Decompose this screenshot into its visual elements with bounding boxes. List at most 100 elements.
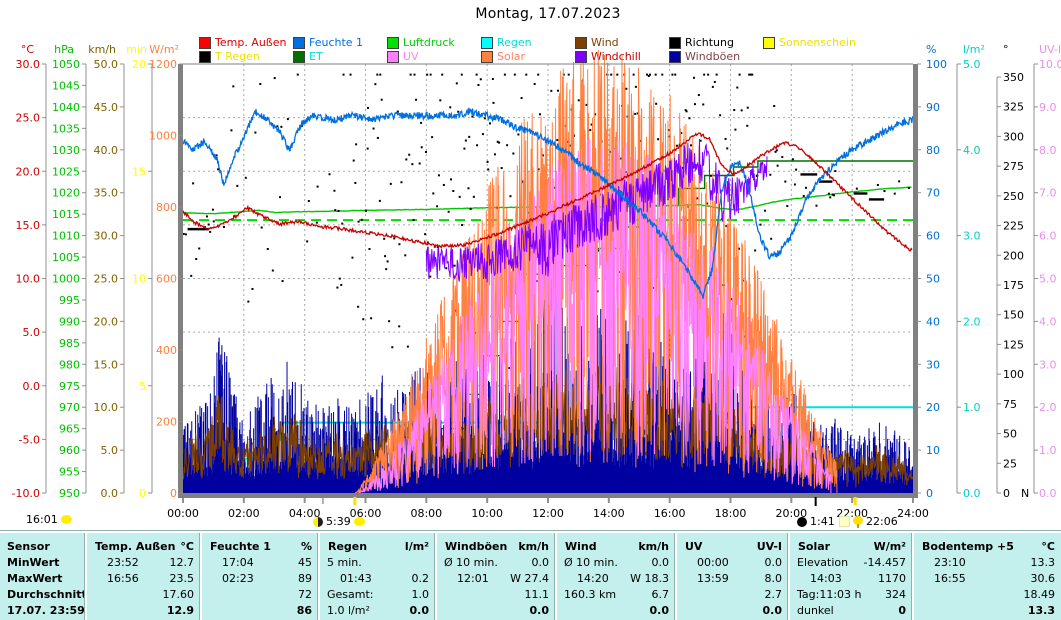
table-cell: 1.0 xyxy=(411,588,430,601)
table-cell: Temp. Außen xyxy=(95,540,176,553)
legend-swatch xyxy=(481,50,493,63)
table-cell: W/m² xyxy=(873,540,906,553)
svg-text:1050: 1050 xyxy=(52,58,80,71)
svg-text:50: 50 xyxy=(926,273,940,286)
legend-label: ET xyxy=(309,50,323,63)
axis-°: 0 N 25 50 75 100 125 150 175 200 225 250 275 300 325 35… xyxy=(996,43,1029,500)
svg-text:24:00: 24:00 xyxy=(897,507,929,520)
table-cell: 8.0 xyxy=(764,572,783,585)
svg-text:1045: 1045 xyxy=(52,79,80,92)
page-title: Montag, 17.07.2023 xyxy=(475,6,621,22)
svg-text:10: 10 xyxy=(132,273,146,286)
axis-min: 0 5 10 15 20 min xyxy=(126,43,153,500)
legend-item-sonnenschein: Sonnenschein xyxy=(763,36,856,49)
table-cell: Regen xyxy=(328,540,368,553)
sunset-annotation: 22:06 xyxy=(839,515,898,528)
svg-text:600: 600 xyxy=(156,273,177,286)
table-column-uv: UV UV-I 00:00 0.0 13:59 8.0 2.7 0.0 xyxy=(675,533,790,620)
table-cell: 12:01 xyxy=(457,572,489,585)
svg-text:18:00: 18:00 xyxy=(715,507,747,520)
table-cell: MinWert xyxy=(7,556,60,569)
table-cell: 12.7 xyxy=(169,556,195,569)
svg-text:3.0: 3.0 xyxy=(963,230,981,243)
svg-text:5: 5 xyxy=(139,380,146,393)
direction-line-segments xyxy=(187,173,885,231)
table-cell: Durchschnitt xyxy=(7,588,87,601)
svg-text:15.0: 15.0 xyxy=(16,219,41,232)
table-column-wind: Wind km/h Ø 10 min. 0.0 14:20 W 18.3 160.3 km 6… xyxy=(555,533,677,620)
table-cell: °C xyxy=(1041,540,1055,553)
legend-label: Luftdruck xyxy=(403,36,455,49)
svg-text:100: 100 xyxy=(926,58,947,71)
svg-text:04:00: 04:00 xyxy=(289,507,321,520)
table-cell: Feuchte 1 xyxy=(210,540,271,553)
axis-°C: -10.0 -5.0 0.0 5.0 10.0 15.0 20.0 25.0 30.0 °C xyxy=(12,43,47,500)
svg-text:3.0: 3.0 xyxy=(1039,358,1057,371)
table-cell: 1170 xyxy=(878,572,906,585)
uv-line xyxy=(358,138,832,494)
legend-swatch xyxy=(293,50,305,63)
legend-label: UV xyxy=(403,50,419,63)
svg-text:20.0: 20.0 xyxy=(16,165,41,178)
svg-text:25.0: 25.0 xyxy=(16,112,41,125)
legend-swatch xyxy=(199,36,211,49)
svg-text:5.0: 5.0 xyxy=(963,58,981,71)
table-cell: Tag:11:03 h xyxy=(797,588,862,601)
svg-text:950: 950 xyxy=(59,487,80,500)
legend-label: Sonnenschein xyxy=(779,36,856,49)
svg-text:15: 15 xyxy=(132,165,146,178)
plot-frame xyxy=(178,63,918,498)
legend-item-richtung: Richtung xyxy=(669,36,734,49)
svg-text:0.0: 0.0 xyxy=(101,487,119,500)
table-cell: Sensor xyxy=(7,540,50,553)
axis-l/m²: 0.0 1.0 2.0 3.0 4.0 5.0 l/m² xyxy=(956,43,985,500)
svg-text:60: 60 xyxy=(926,230,940,243)
weather-chart: 00:00 02:00 04:00 06:00 08:00 10:00 12:00 14:00… xyxy=(12,43,1061,520)
svg-text:1025: 1025 xyxy=(52,165,80,178)
x-axis-labels: 00:00 02:00 04:00 06:00 08:00 10:00 12:00 14:00… xyxy=(167,507,929,520)
svg-text:0.0: 0.0 xyxy=(1039,487,1057,500)
svg-text:25.0: 25.0 xyxy=(94,273,119,286)
svg-text:150: 150 xyxy=(1003,309,1024,322)
table-cell: 1.0 l/m² xyxy=(327,604,370,617)
table-cell: 17:04 xyxy=(222,556,254,569)
svg-text:2.0: 2.0 xyxy=(963,315,981,328)
table-cell: 18.49 xyxy=(1023,588,1056,601)
table-cell: 89 xyxy=(298,572,312,585)
svg-text:300: 300 xyxy=(1003,130,1024,143)
svg-text:20.0: 20.0 xyxy=(94,315,119,328)
svg-text:990: 990 xyxy=(59,315,80,328)
svg-text:275: 275 xyxy=(1003,160,1024,173)
table-cell: 86 xyxy=(296,604,312,617)
svg-text:1.0: 1.0 xyxy=(1039,444,1057,457)
svg-text:°: ° xyxy=(1003,43,1009,56)
svg-text:9.0: 9.0 xyxy=(1039,101,1057,114)
svg-text:min: min xyxy=(126,43,147,56)
svg-text:0.0: 0.0 xyxy=(23,380,41,393)
table-cell: W 27.4 xyxy=(510,572,549,585)
legend-item-solar: Solar xyxy=(481,50,525,63)
axis-W/m²: 0 200 400 600 800 1000 1200 W/m² xyxy=(149,43,183,500)
svg-text:7.0: 7.0 xyxy=(1039,187,1057,200)
svg-text:10: 10 xyxy=(926,444,940,457)
svg-text:hPa: hPa xyxy=(54,43,74,56)
svg-text:350: 350 xyxy=(1003,71,1024,84)
svg-text:20: 20 xyxy=(132,58,146,71)
svg-text:30.0: 30.0 xyxy=(16,58,41,71)
table-cell: 01:43 xyxy=(340,572,372,585)
solar-line xyxy=(354,50,838,494)
svg-text:20: 20 xyxy=(926,401,940,414)
table-cell: MaxWert xyxy=(7,572,63,585)
table-column-windb-en: Windböen km/h Ø 10 min. 0.0 12:01 W 27.4 11.1 0… xyxy=(435,533,557,620)
legend-swatch xyxy=(481,36,493,49)
table-column-temp-au-en: Temp. Außen °C 23:52 12.7 16:56 23.5 17.60 12.9 xyxy=(85,533,202,620)
legend-item-windchill: Windchill xyxy=(575,50,641,63)
table-cell: 13:59 xyxy=(697,572,729,585)
temperature-line xyxy=(182,132,913,252)
svg-text:%: % xyxy=(926,43,936,56)
legend-item-windb-en: Windböen xyxy=(669,50,740,63)
table-cell: 17.07. 23:59 xyxy=(7,604,85,617)
table-cell: 2.7 xyxy=(764,588,783,601)
svg-text:0: 0 xyxy=(139,487,146,500)
svg-text:200: 200 xyxy=(156,416,177,429)
